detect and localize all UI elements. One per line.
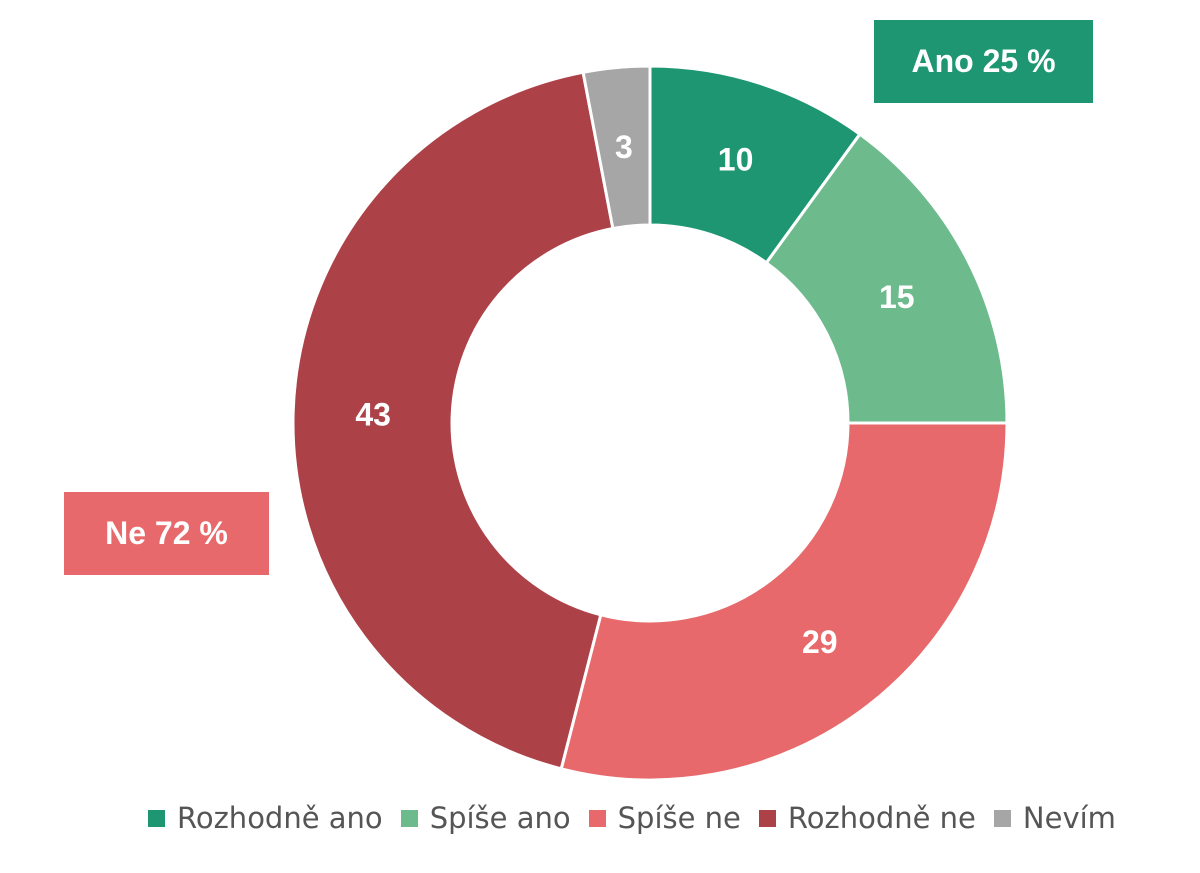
donut-data-labels: 10 15 29 43 3 — [355, 129, 914, 660]
legend-item-spise-ne: Spíše ne — [588, 801, 741, 835]
slice-rozhodne-ne — [291, 70, 615, 771]
data-label-rozhodne-ano: 10 — [718, 142, 754, 178]
slice-spise-ne — [559, 421, 1009, 782]
data-label-rozhodne-ne: 43 — [355, 396, 391, 432]
legend-label-spise-ne: Spíše ne — [617, 801, 741, 835]
legend-label-rozhodne-ne: Rozhodně ne — [787, 801, 976, 835]
data-label-spise-ano: 15 — [879, 279, 915, 315]
data-label-spise-ne: 29 — [802, 624, 838, 660]
data-label-nevim: 3 — [615, 129, 633, 165]
legend-label-nevim: Nevím — [1022, 801, 1116, 835]
legend-label-rozhodne-ano: Rozhodně ano — [177, 801, 383, 835]
legend-swatch-spise-ano — [400, 809, 418, 827]
annotation-ne-text: Ne 72 % — [105, 515, 228, 551]
legend-swatch-rozhodne-ne — [758, 809, 776, 827]
legend: Rozhodně ano Spíše ano Spíše ne Rozhodně… — [148, 798, 1116, 838]
legend-swatch-rozhodne-ano — [148, 809, 165, 827]
annotation-ne-total: Ne 72 % — [64, 492, 269, 575]
legend-label-spise-ano: Spíše ano — [429, 801, 571, 835]
slice-spise-ano — [764, 132, 1009, 425]
annotation-ano-text: Ano 25 % — [911, 43, 1056, 79]
legend-item-nevim: Nevím — [993, 801, 1116, 835]
legend-item-rozhodne-ano: Rozhodně ano — [148, 801, 383, 835]
legend-item-spise-ano: Spíše ano — [400, 801, 571, 835]
legend-swatch-nevim — [993, 809, 1011, 827]
legend-swatch-spise-ne — [588, 809, 606, 827]
slice-nevim — [581, 64, 652, 231]
legend-item-rozhodne-ne: Rozhodně ne — [758, 801, 976, 835]
annotation-ano-total: Ano 25 % — [874, 20, 1093, 103]
donut-slices — [291, 64, 1009, 782]
